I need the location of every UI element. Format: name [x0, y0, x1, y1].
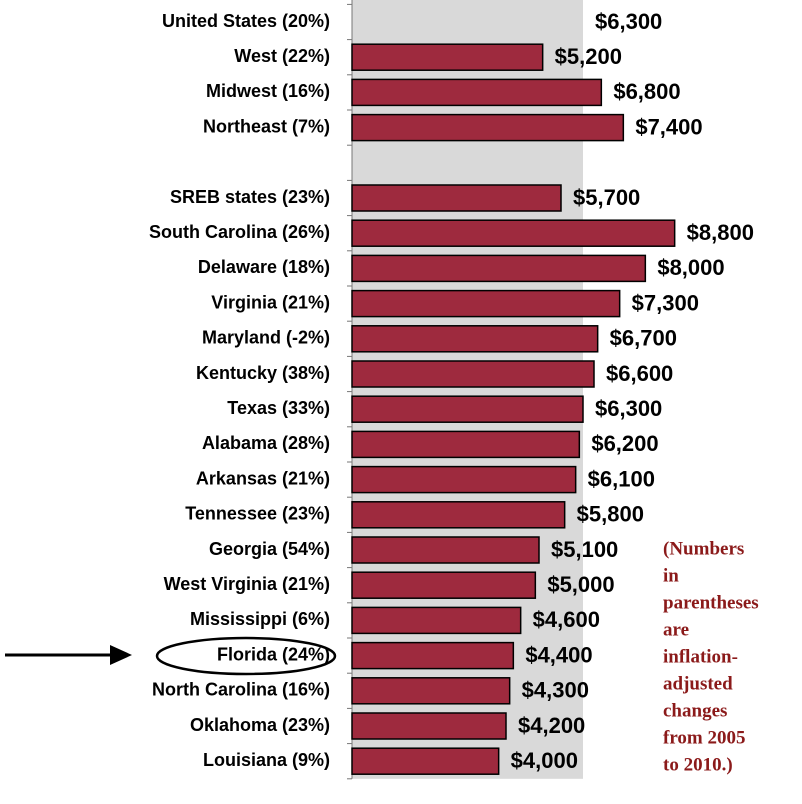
category-label: Louisiana (9%) — [203, 750, 330, 770]
value-label: $8,000 — [657, 255, 724, 280]
category-label: Texas (33%) — [227, 398, 330, 418]
bar — [351, 184, 562, 212]
bar — [351, 712, 507, 740]
bar — [351, 325, 599, 353]
value-label: $6,800 — [613, 79, 680, 104]
bar — [351, 289, 621, 318]
category-label: Oklahoma (23%) — [190, 715, 330, 735]
value-label: $7,300 — [632, 290, 699, 315]
bar — [351, 571, 537, 599]
category-label: South Carolina (26%) — [149, 222, 330, 242]
value-label: $6,100 — [588, 466, 655, 491]
bar — [351, 430, 581, 459]
bar — [351, 113, 625, 142]
category-label: Virginia (21%) — [211, 292, 330, 312]
category-label: North Carolina (16%) — [152, 680, 330, 700]
value-label: $5,200 — [555, 44, 622, 69]
value-label: $6,600 — [606, 361, 673, 386]
bar — [351, 536, 540, 564]
category-label: SREB states (23%) — [170, 187, 330, 207]
category-label: West Virginia (21%) — [164, 574, 330, 594]
annotation: (Numbers — [663, 538, 744, 559]
bar — [351, 677, 511, 705]
annotation: from 2005 — [663, 727, 746, 748]
value-label: $5,700 — [573, 185, 640, 210]
bar — [351, 360, 595, 388]
annotation: parentheses — [663, 592, 759, 613]
value-label: $4,600 — [533, 607, 600, 632]
category-label: United States (20%) — [162, 11, 330, 31]
bar — [351, 254, 647, 283]
value-label: $8,800 — [687, 220, 754, 245]
category-label: Arkansas (21%) — [196, 468, 330, 488]
bar — [351, 606, 522, 635]
category-label: Alabama (28%) — [202, 433, 330, 453]
category-label: Delaware (18%) — [198, 257, 330, 277]
category-label: West (22%) — [234, 46, 330, 66]
bar — [351, 747, 500, 775]
category-label: Georgia (54%) — [209, 539, 330, 559]
bar — [351, 465, 577, 494]
bar — [351, 219, 676, 247]
bar — [351, 501, 566, 529]
value-label: $5,800 — [577, 502, 644, 527]
value-label: $6,200 — [591, 431, 658, 456]
value-label: $4,400 — [525, 642, 592, 667]
value-label: $6,300 — [595, 9, 662, 34]
value-label: $4,300 — [522, 678, 589, 703]
annotation: adjusted — [663, 673, 733, 694]
value-label: $6,300 — [595, 396, 662, 421]
category-label: Maryland (-2%) — [202, 328, 330, 348]
annotation: in — [663, 565, 679, 586]
category-label: Mississippi (6%) — [190, 609, 330, 629]
value-label: $6,700 — [610, 326, 677, 351]
annotation: to 2010.) — [663, 754, 733, 775]
category-label: Tennessee (23%) — [185, 504, 330, 524]
annotation: inflation- — [663, 646, 738, 667]
value-label: $5,000 — [547, 572, 614, 597]
bar — [351, 43, 544, 71]
bar — [351, 395, 584, 423]
highlight-ellipse — [155, 636, 337, 676]
category-label: Kentucky (38%) — [196, 363, 330, 383]
category-label: Northeast (7%) — [203, 116, 330, 136]
value-label: $4,200 — [518, 713, 585, 738]
annotation: changes — [663, 700, 727, 721]
value-label: $7,400 — [635, 114, 702, 139]
value-label: $4,000 — [511, 748, 578, 773]
bar — [351, 78, 603, 107]
annotation: are — [663, 619, 689, 640]
category-label: Florida (24%) — [217, 644, 330, 664]
bar — [351, 641, 515, 670]
category-label: Midwest (16%) — [206, 81, 330, 101]
value-label: $5,100 — [551, 537, 618, 562]
arrow-head — [110, 645, 132, 665]
